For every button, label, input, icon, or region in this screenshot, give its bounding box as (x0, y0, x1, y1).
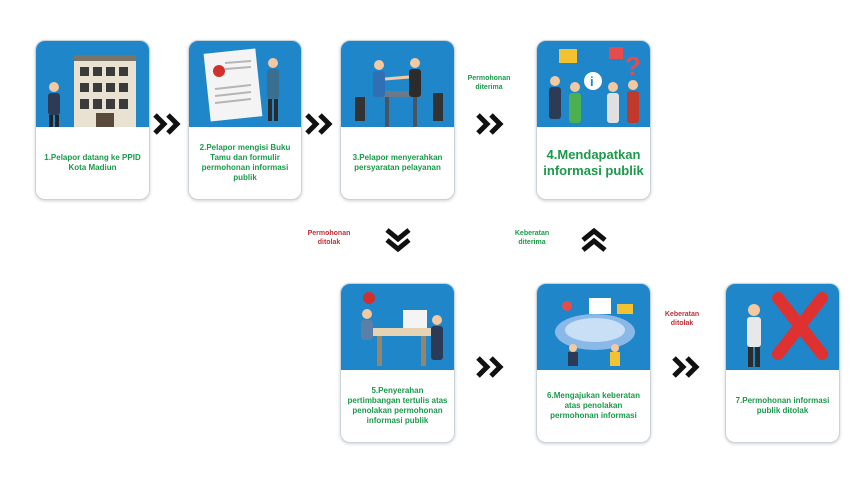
public-information-illustration: ? i (537, 41, 650, 127)
step-1-caption: 1.Pelapor datang ke PPID Kota Madiun (36, 127, 149, 199)
step-7-card: 7.Permohonan informasi publik ditolak (725, 283, 840, 443)
arrow-right-5-6 (475, 355, 505, 379)
step-6-card: 6.Mengajukan keberatan atas penolakan pe… (536, 283, 651, 443)
arrow-down-3-5 (383, 228, 413, 252)
step-7-caption: 7.Permohonan informasi publik ditolak (726, 370, 839, 442)
step-4-caption: 4.Mendapatkan informasi publik (537, 127, 650, 199)
label-request-rejected: Permohonan ditolak (299, 229, 359, 247)
step-4-card: ? i 4.Mendapatkan informasi publik (536, 40, 651, 200)
svg-text:?: ? (625, 51, 641, 81)
svg-text:i: i (590, 74, 594, 89)
label-request-accepted: Permohonan diterima (459, 74, 519, 92)
rejected-illustration (726, 284, 839, 370)
handshake-illustration (341, 41, 454, 127)
label-objection-accepted: Keberatan diterima (507, 229, 557, 247)
arrow-right-2-3 (304, 112, 334, 136)
arrow-right-3-4 (475, 112, 505, 136)
step-3-caption: 3.Pelapor menyerahkan persyaratan pelaya… (341, 127, 454, 199)
step-6-caption: 6.Mengajukan keberatan atas penolakan pe… (537, 370, 650, 442)
written-consideration-illustration (341, 284, 454, 370)
step-3-card: 3.Pelapor menyerahkan persyaratan pelaya… (340, 40, 455, 200)
arrow-up-6-4 (579, 228, 609, 252)
arrow-right-1-2 (152, 112, 182, 136)
step-1-card: 1.Pelapor datang ke PPID Kota Madiun (35, 40, 150, 200)
form-filling-illustration (189, 41, 301, 127)
cross-icon (778, 298, 822, 354)
step-2-card: 2.Pelapor mengisi Buku Tamu dan formulir… (188, 40, 302, 200)
office-building-illustration (36, 41, 149, 127)
label-objection-rejected: Keberatan ditolak (657, 310, 707, 328)
step-5-card: 5.Penyerahan pertimbangan tertulis atas … (340, 283, 455, 443)
arrow-right-6-7 (671, 355, 701, 379)
step-2-caption: 2.Pelapor mengisi Buku Tamu dan formulir… (189, 127, 301, 199)
objection-submission-illustration (537, 284, 650, 370)
step-5-caption: 5.Penyerahan pertimbangan tertulis atas … (341, 370, 454, 442)
